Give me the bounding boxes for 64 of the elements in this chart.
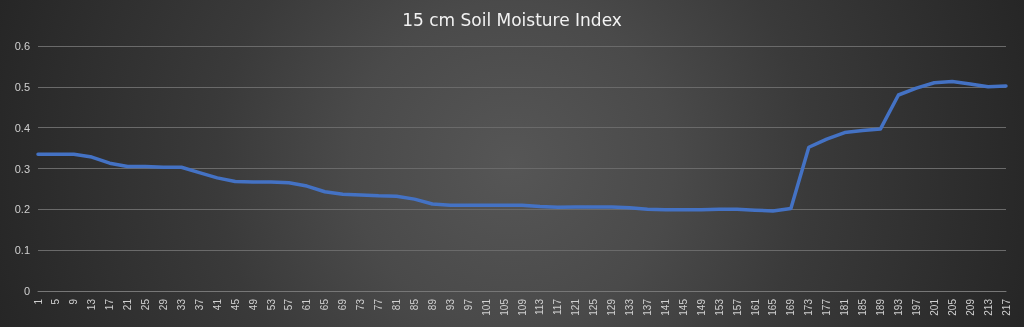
x-tick-label: 21 (122, 298, 134, 311)
x-tick-label: 117 (552, 298, 564, 315)
x-tick-label: 49 (247, 298, 259, 311)
x-tick-label: 53 (265, 298, 277, 311)
x-tick-label: 113 (534, 298, 546, 315)
x-tick-label: 25 (140, 298, 152, 311)
x-tick-label: 109 (516, 298, 528, 316)
x-tick-label: 177 (821, 298, 833, 316)
x-tick-label: 157 (731, 298, 743, 316)
x-tick-label: 29 (157, 298, 169, 311)
x-tick-label: 85 (408, 298, 420, 311)
x-tick-label: 209 (964, 298, 976, 316)
x-tick-label: 65 (319, 298, 331, 311)
x-tick-label: 217 (1000, 298, 1012, 316)
y-tick-label: 0.3 (14, 162, 30, 175)
x-tick-label: 201 (928, 298, 940, 316)
x-tick-label: 101 (480, 298, 492, 316)
x-tick-label: 181 (839, 298, 851, 316)
y-tick-label: 0.1 (14, 244, 30, 257)
y-tick-label: 0.2 (14, 203, 30, 216)
x-tick-label: 5 (50, 298, 62, 305)
x-tick-label: 73 (355, 298, 367, 311)
x-tick-label: 149 (695, 298, 707, 316)
x-tick-label: 37 (193, 298, 205, 311)
x-tick-label: 137 (641, 298, 653, 316)
x-tick-label: 61 (301, 298, 313, 311)
chart-title: 15 cm Soil Moisture Index (402, 9, 622, 30)
x-tick-label: 133 (624, 298, 636, 316)
x-tick-label: 193 (892, 298, 904, 316)
x-tick-label: 173 (803, 298, 815, 316)
x-tick-label: 97 (462, 298, 474, 311)
x-tick-label: 105 (498, 298, 510, 316)
x-tick-label: 129 (606, 298, 618, 316)
x-tick-label: 205 (946, 298, 958, 316)
x-tick-label: 189 (875, 298, 887, 316)
x-tick-label: 185 (857, 298, 869, 316)
x-tick-label: 165 (767, 298, 779, 316)
x-tick-label: 169 (785, 298, 797, 316)
x-tick-label: 121 (570, 298, 582, 316)
line-series (36, 79, 1008, 213)
x-tick-label: 145 (677, 298, 689, 316)
x-tick-label: 153 (713, 298, 725, 316)
x-tick-label: 197 (910, 298, 922, 316)
x-tick-label: 9 (68, 298, 80, 305)
x-tick-label: 69 (337, 298, 349, 311)
x-tick-label: 33 (175, 298, 187, 311)
y-tick-label: 0.6 (14, 40, 30, 52)
x-tick-label: 93 (444, 298, 456, 311)
x-tick-label: 213 (982, 298, 994, 316)
x-tick-label: 45 (229, 298, 241, 311)
x-tick-label: 89 (426, 298, 438, 311)
x-tick-label: 161 (749, 298, 761, 316)
y-tick-label: 0 (23, 285, 30, 297)
x-tick-label: 77 (373, 298, 385, 311)
y-tick-label: 0.4 (14, 121, 30, 134)
x-tick-label: 81 (391, 298, 403, 311)
x-tick-label: 1 (32, 298, 44, 305)
x-tick-label: 13 (86, 298, 98, 311)
x-tick-label: 125 (588, 298, 600, 316)
y-tick-label: 0.5 (14, 80, 30, 93)
x-tick-label: 57 (283, 298, 295, 311)
x-tick-label: 41 (211, 298, 223, 311)
x-tick-label: 17 (104, 298, 116, 311)
x-tick-label: 141 (659, 298, 671, 316)
